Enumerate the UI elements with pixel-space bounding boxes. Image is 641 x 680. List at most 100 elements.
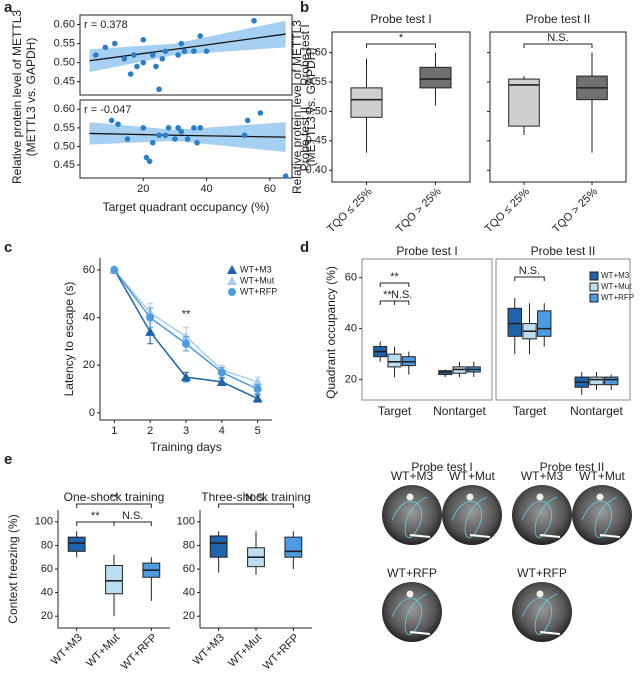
y-tick-label: 40 bbox=[345, 323, 357, 335]
scatter-point bbox=[124, 136, 131, 142]
scatter-point bbox=[134, 63, 140, 70]
y-tick-label: 40 bbox=[83, 311, 95, 323]
facet-title: Three-shock training bbox=[201, 490, 310, 504]
x-tick-label: WT+RFP bbox=[119, 632, 160, 673]
data-point bbox=[182, 339, 190, 348]
significance-label: N.S. bbox=[547, 32, 568, 44]
data-point bbox=[110, 265, 119, 274]
y-axis-title: Relative protein level of METTL3 bbox=[10, 10, 24, 184]
y-tick-label: 80 bbox=[41, 539, 53, 551]
scatter-point bbox=[191, 125, 197, 131]
plot-frame bbox=[361, 258, 493, 401]
y-tick-label: 0.60 bbox=[54, 103, 75, 115]
scatter-point bbox=[184, 136, 191, 142]
panel-label: c bbox=[4, 239, 12, 256]
y-tick-label: 0.45 bbox=[54, 159, 75, 171]
panel-label: e bbox=[4, 451, 12, 468]
pool-image bbox=[442, 485, 502, 545]
legend-swatch bbox=[589, 293, 599, 303]
scatter-point bbox=[251, 17, 257, 24]
data-point bbox=[146, 313, 155, 322]
box bbox=[284, 536, 303, 558]
y-tick-label: 0 bbox=[89, 407, 95, 419]
facet-title: Probe test I bbox=[396, 244, 457, 258]
significance-label: ** bbox=[390, 271, 399, 283]
y-tick-label: 20 bbox=[345, 374, 357, 386]
image-label: WT+Mut bbox=[449, 469, 495, 483]
swim-track bbox=[581, 496, 618, 538]
y-tick-label: 80 bbox=[183, 539, 195, 551]
y-tick-label: 0.50 bbox=[54, 140, 75, 152]
legend-label: WT+M3 bbox=[601, 271, 630, 280]
platform bbox=[596, 493, 604, 501]
pool-image bbox=[382, 582, 442, 642]
significance-bracket bbox=[366, 43, 436, 48]
y-axis-title: Latency to escape (s) bbox=[62, 282, 76, 397]
confidence-band bbox=[89, 20, 286, 73]
scatter-point bbox=[102, 44, 109, 51]
significance-label: ** bbox=[110, 492, 119, 504]
x-tick-label: WT+Mut bbox=[84, 632, 122, 670]
scatter-point bbox=[156, 86, 162, 93]
facet-title: Probe test II bbox=[526, 12, 591, 26]
significance-label: N.S. bbox=[122, 510, 143, 522]
start-marker bbox=[409, 631, 431, 635]
x-tick-label: WT+M3 bbox=[191, 632, 227, 668]
significance-label: ** bbox=[383, 289, 392, 301]
scatter-point bbox=[108, 117, 115, 124]
y-tick-label: 60 bbox=[183, 563, 195, 575]
platform bbox=[536, 493, 544, 501]
scatter-point bbox=[172, 136, 178, 142]
platform bbox=[536, 590, 544, 598]
y-tick-label: 40 bbox=[41, 587, 53, 599]
panel-label: b bbox=[300, 0, 309, 16]
x-tick-label: Target bbox=[378, 404, 412, 418]
scatter-point bbox=[112, 40, 118, 47]
legend-marker bbox=[228, 288, 236, 296]
y-axis-title: (METTL3 vs. GAPDH) bbox=[24, 38, 38, 157]
y-axis-title: Relative protein level of METTL3 bbox=[290, 20, 304, 194]
scatter-point bbox=[115, 121, 121, 127]
y-axis-title: Quadrant occupancy (%) bbox=[324, 266, 338, 399]
x-tick-label: 5 bbox=[255, 425, 261, 437]
x-tick-label: 20 bbox=[137, 183, 149, 195]
box bbox=[589, 376, 604, 386]
image-label: WT+M3 bbox=[521, 469, 564, 483]
y-tick-label: 60 bbox=[345, 272, 357, 284]
regression-line bbox=[89, 33, 286, 62]
y-tick-label: 40 bbox=[183, 587, 195, 599]
y-tick-label: 0.50 bbox=[54, 57, 75, 69]
plot-frame bbox=[495, 258, 631, 401]
x-tick-label: TQO ≤ 25% bbox=[325, 186, 375, 236]
box bbox=[508, 78, 540, 127]
scatter-point bbox=[244, 117, 251, 124]
swim-track bbox=[391, 496, 428, 538]
significance-label: N.S. bbox=[245, 492, 266, 504]
scatter-point bbox=[159, 56, 166, 62]
y-tick-label: 0.45 bbox=[306, 135, 327, 147]
scatter-point bbox=[146, 158, 153, 165]
platform bbox=[466, 493, 474, 501]
x-tick-label: TQO ≤ 25% bbox=[483, 186, 533, 236]
scatter-point bbox=[140, 59, 147, 66]
x-tick-label: 1 bbox=[111, 425, 117, 437]
data-point bbox=[252, 393, 263, 403]
start-marker bbox=[409, 534, 431, 538]
facet-title: Probe test I bbox=[370, 12, 431, 26]
y-tick-label: 20 bbox=[183, 610, 195, 622]
pool-image bbox=[512, 582, 572, 642]
scatter-point bbox=[197, 33, 204, 39]
scatter-point bbox=[282, 173, 289, 179]
scatter-point bbox=[178, 40, 185, 47]
scatter-point bbox=[203, 48, 210, 54]
x-tick-label: TQO > 25% bbox=[394, 186, 444, 236]
facet-label: Probe test I bbox=[298, 24, 312, 85]
box bbox=[67, 536, 86, 552]
significance-label: ** bbox=[91, 510, 100, 522]
box bbox=[105, 564, 123, 595]
regression-line bbox=[89, 132, 286, 138]
swim-track bbox=[451, 496, 488, 538]
correlation-label: r = 0.378 bbox=[84, 19, 128, 31]
